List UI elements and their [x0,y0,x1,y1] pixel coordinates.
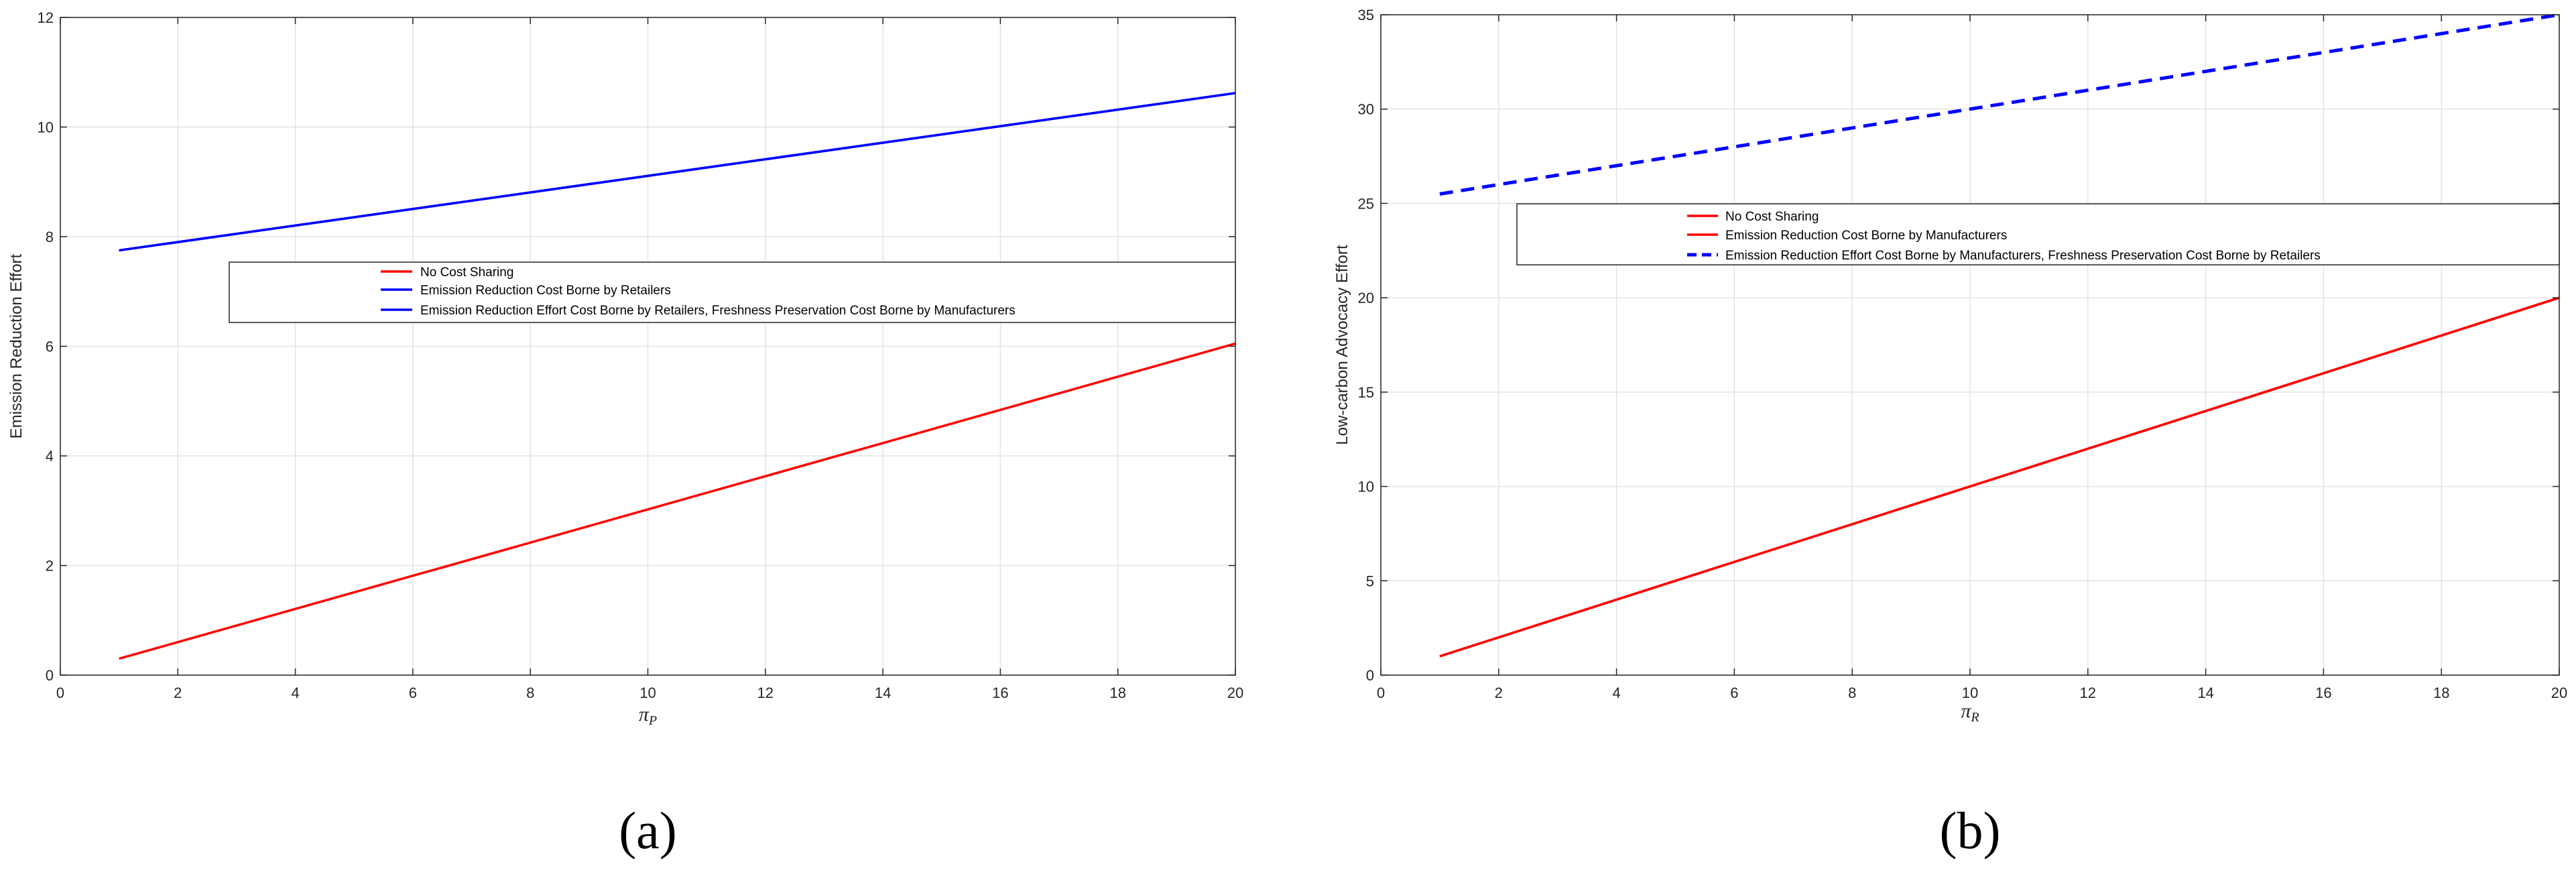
x-tick-label: 4 [1612,685,1620,701]
y-tick-label: 20 [1358,290,1374,306]
x-tick-label: 14 [2197,685,2213,701]
x-tick-label: 14 [875,685,891,701]
x-tick-label: 10 [1962,685,1978,701]
y-tick-label: 35 [1358,7,1374,23]
legend-label: Emission Reduction Effort Cost Borne by … [420,304,1016,318]
y-tick-label: 30 [1358,101,1374,118]
series-line [119,342,1236,660]
chart-panel-a: 0 2 4 6 8 10 12 14 16 18 20 0 2 4 6 8 10 12 Emission Reduc… [7,9,1243,859]
panel-caption: (a) [619,801,677,859]
x-tick-label: 0 [1377,685,1385,701]
x-tick-label: 20 [2551,685,2567,701]
x-tick-label: 18 [2433,685,2449,701]
legend-label: Emission Reduction Cost Borne by Manufac… [1725,229,2007,243]
series-line [1439,296,2560,658]
legend-label: No Cost Sharing [420,265,513,280]
x-tick-label: 8 [526,685,534,701]
legend-label: Emission Reduction Effort Cost Borne by … [1725,249,2321,263]
y-tick-label: 15 [1358,384,1374,401]
y-tick-label: 0 [46,667,54,684]
series-line [119,92,1236,252]
x-tick-label: 2 [174,685,182,701]
y-tick-label: 10 [38,119,54,136]
y-tick-label: 10 [1358,479,1374,495]
y-tick-label: 0 [1366,667,1374,684]
legend-label: No Cost Sharing [1725,210,1819,224]
y-tick-label: 12 [38,9,54,26]
x-tick-label: 0 [56,685,64,701]
y-tick-label: 6 [46,339,54,355]
x-tick-label: 20 [1227,685,1243,701]
y-tick-label: 8 [46,229,54,245]
x-axis-label: πR [1961,700,1979,725]
chart-panel-b: 0 2 4 6 8 10 12 14 16 18 20 0 5 10 15 20 25 30 35 Low-carbo… [1333,7,2567,859]
x-tick-label: 2 [1495,685,1503,701]
panel-caption: (b) [1940,801,2001,859]
x-tick-label: 6 [1730,685,1738,701]
y-tick-label: 2 [46,558,54,575]
y-axis-label: Emission Reduction Effort [7,253,25,438]
x-tick-label: 6 [409,685,417,701]
legend-label: Emission Reduction Cost Borne by Retaile… [420,284,671,298]
y-tick-label: 4 [46,448,54,465]
x-tick-label: 10 [639,685,656,701]
series-line [1439,13,2560,196]
x-axis-label: πP [639,703,657,728]
x-tick-label: 4 [291,685,299,701]
x-tick-label: 8 [1848,685,1856,701]
x-tick-label: 16 [992,685,1008,701]
y-axis-label: Low-carbon Advocacy Effort [1333,245,1351,445]
x-tick-label: 18 [1109,685,1125,701]
x-tick-label: 16 [2315,685,2331,701]
y-tick-label: 5 [1366,573,1374,589]
y-tick-label: 25 [1358,195,1374,212]
x-tick-label: 12 [2080,685,2096,701]
x-tick-label: 12 [757,685,774,701]
